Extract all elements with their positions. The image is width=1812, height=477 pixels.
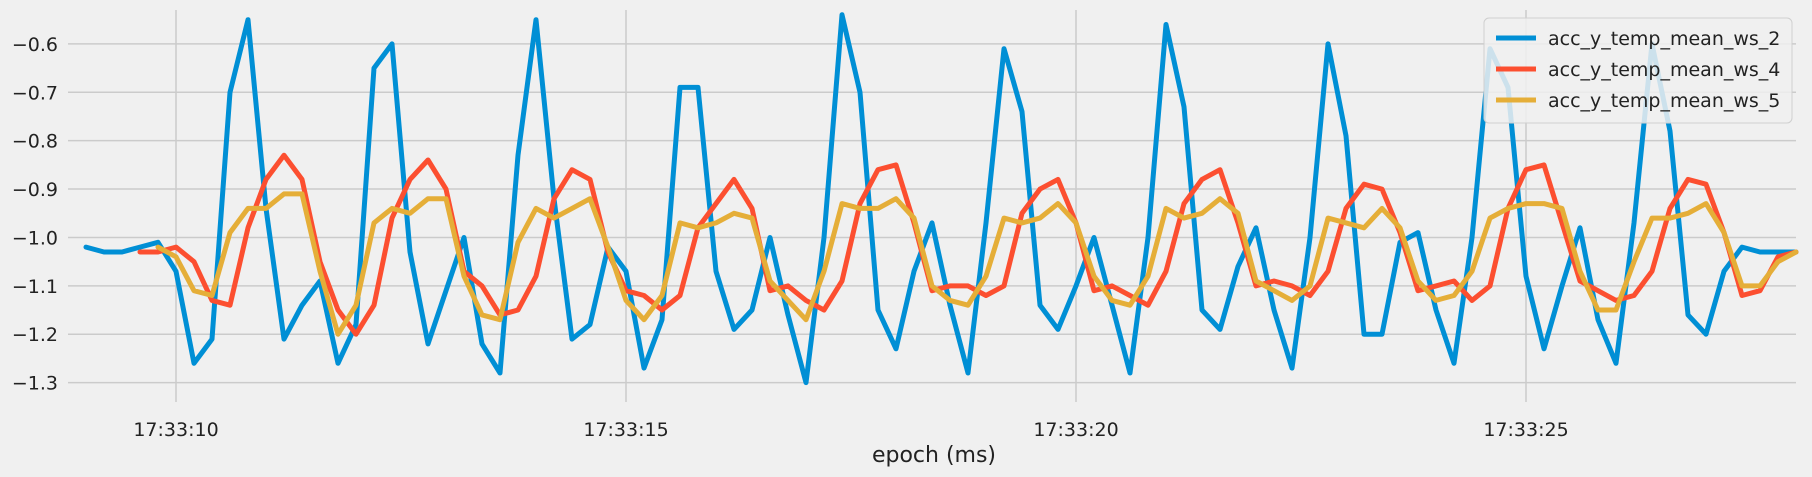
x-tick-label: 17:33:10 [133, 419, 218, 441]
x-axis-tick-labels: 17:33:10 17:33:15 17:33:20 17:33:25 [133, 419, 1568, 441]
series-line-2 [137, 152, 1799, 337]
y-tick-label: −1.0 [12, 227, 58, 249]
y-tick-label: −1.3 [12, 373, 58, 395]
x-tick-label: 17:33:25 [1483, 419, 1568, 441]
y-tick-label: −1.1 [12, 276, 58, 298]
legend-label: acc_y_temp_mean_ws_2 [1548, 28, 1780, 50]
legend-label: acc_y_temp_mean_ws_5 [1548, 90, 1780, 112]
legend-box [1483, 17, 1793, 124]
grid-lines [68, 10, 1796, 402]
x-axis-label: epoch (ms) [872, 443, 996, 468]
x-tick-label: 17:33:15 [583, 419, 668, 441]
legend-label: acc_y_temp_mean_ws_4 [1548, 59, 1780, 81]
y-tick-label: −0.8 [12, 131, 58, 153]
x-tick-label: 17:33:20 [1033, 419, 1118, 441]
y-tick-label: −0.9 [12, 179, 58, 201]
y-tick-label: −0.6 [12, 34, 58, 56]
y-tick-label: −1.2 [12, 324, 58, 346]
y-axis-tick-labels: −0.6 −0.7 −0.8 −0.9 −1.0 −1.1 −1.2 −1.3 [12, 34, 58, 395]
legend: acc_y_temp_mean_ws_2 acc_y_temp_mean_ws_4… [1483, 17, 1793, 124]
y-tick-label: −0.7 [12, 82, 58, 104]
series-line-3 [155, 191, 1799, 337]
